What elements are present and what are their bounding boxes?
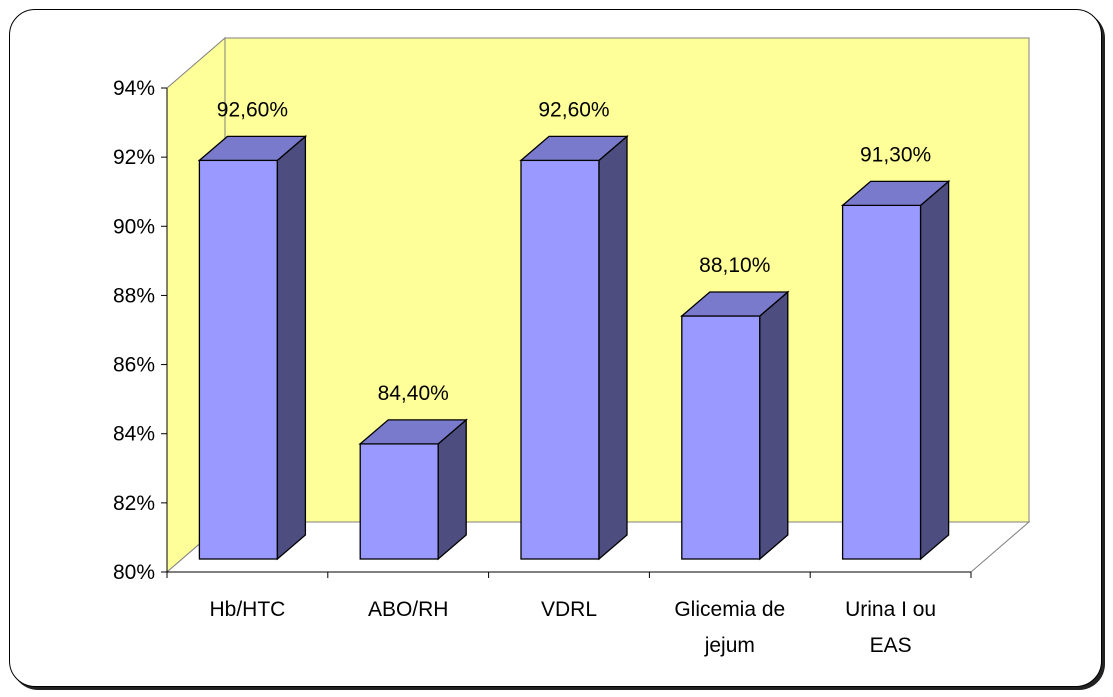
bar-front (681, 315, 761, 560)
x-category-label: VDRL (541, 598, 597, 621)
y-tick-label: 80% (113, 561, 155, 584)
bar-top (680, 291, 790, 317)
x-category-label: jejum (704, 634, 755, 657)
bar-front (841, 204, 922, 560)
data-label: 84,40% (378, 382, 449, 405)
bar-top (840, 180, 951, 206)
bar-top (197, 135, 308, 162)
bar-front (520, 159, 600, 560)
bar-side (598, 134, 628, 561)
data-label: 91,30% (860, 143, 931, 166)
bar-side (759, 290, 789, 561)
y-tick-label: 90% (113, 215, 155, 238)
y-tick-label: 86% (113, 354, 155, 377)
bar-top (358, 419, 468, 445)
data-label: 92,60% (217, 98, 288, 121)
y-tick-label: 88% (113, 284, 155, 307)
bar-side (919, 179, 950, 561)
y-tick-label: 82% (113, 492, 155, 515)
x-category-label: Urina I ou (845, 598, 936, 621)
data-label: 88,10% (699, 254, 770, 277)
x-category-label: Hb/HTC (209, 598, 285, 621)
data-label: 92,60% (538, 98, 609, 121)
bar-front (359, 443, 439, 560)
x-category-label: Glicemia de (674, 598, 785, 621)
bar-top (519, 135, 629, 162)
bar-side (276, 134, 307, 561)
x-category-label: EAS (870, 634, 912, 657)
y-tick-label: 92% (113, 146, 155, 169)
y-tick-label: 84% (113, 423, 155, 446)
x-category-label: ABO/RH (368, 598, 449, 621)
y-tick-label: 94% (113, 77, 155, 100)
bar-front (198, 159, 279, 560)
